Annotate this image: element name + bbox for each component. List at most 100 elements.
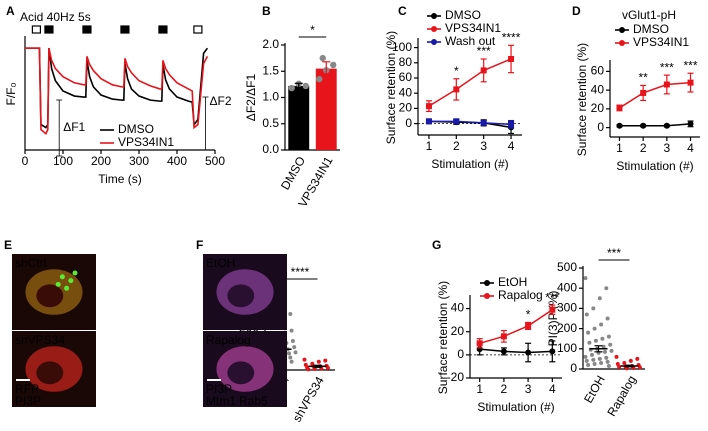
data-point [586,362,591,367]
data-point [590,352,594,357]
data-point [312,366,317,371]
panel-letter: A [6,4,15,18]
data-point [608,342,613,347]
x-tick-label: 4 [508,139,515,153]
y-tick-label: 300 [557,301,577,315]
marker [640,122,647,129]
x-tick-label: 4 [687,141,694,155]
x-tick-label: 500 [205,154,225,168]
marker [500,333,507,340]
marker [453,118,460,125]
marker [480,119,487,126]
series-line [479,348,553,354]
y-axis-label: Surface retention (%) [384,31,398,144]
y-tick-label: 400 [557,280,577,294]
y-tick-label: 0 [570,361,577,375]
legend-label: VPS34IN1 [633,35,689,49]
marker [663,122,670,129]
legend-label: EtOH [498,275,527,289]
panel-title: vGlut1-pH [622,8,676,22]
panel-letter: C [398,4,407,18]
stim-marker [44,25,54,34]
x-tick-label: 3 [663,141,670,155]
x-tick-label: 300 [129,154,149,168]
significance: *** [684,58,698,72]
data-point [604,355,609,360]
legend-marker [484,280,490,286]
y-tick-label: 0.0 [262,142,279,156]
marker [640,89,647,96]
data-point [288,84,295,92]
marker [453,86,460,93]
data-point [637,365,642,370]
data-point [600,336,605,341]
data-point [316,75,323,83]
data-point [622,360,627,365]
data-point [601,344,606,349]
data-point [593,338,598,343]
x-tick-label: EtOH [581,373,608,405]
data-point [583,276,588,281]
channel-label: PI3P [15,394,41,408]
data-point [609,348,614,353]
data-point [615,361,620,366]
y-tick-label: 0 [597,120,604,134]
x-tick-label: 3 [480,139,487,153]
y-tick-label: 40 [399,85,413,99]
significance: **** [291,265,310,279]
image-label: Rapalog [206,333,251,347]
data-point [319,54,326,62]
data-point [289,359,294,364]
x-tick-label: 1 [476,382,483,396]
significance: *** [607,246,621,260]
marker [508,121,515,128]
series-line [619,123,691,127]
x-tick-label: 3 [525,382,532,396]
data-point [325,365,330,370]
y-tick-label: 1.5 [262,63,279,77]
y-tick-label: 40 [451,301,465,315]
data-point [584,358,589,363]
significance: *** [545,290,559,304]
series-line [479,309,553,345]
data-point [289,328,294,333]
panel-letter: D [572,4,581,18]
x-tick-label: 0 [22,154,29,168]
significance: * [526,308,531,322]
legend-label: Rapalog [498,288,543,302]
nucleus [227,361,255,385]
data-point [310,361,315,366]
data-point [597,296,602,301]
data-point [617,364,622,369]
stim-marker [193,25,203,34]
data-point [302,82,309,90]
image-label: shVPS34 [15,333,65,347]
x-tick-label: 400 [167,154,187,168]
panel-letter: B [262,4,271,18]
y-tick-label: 60 [399,70,413,84]
stim-marker [158,25,168,34]
data-point [597,356,602,361]
y-tick-label: 0 [457,347,464,361]
marker [480,67,487,74]
x-tick-label: DMSO [278,154,308,192]
data-point [592,326,597,331]
marker [687,120,694,127]
panel-letter: G [432,238,441,252]
image-label: shCtrl [15,256,46,270]
legend-marker [431,13,437,19]
data-point [605,359,610,364]
data-point [302,357,307,362]
legend-marker [431,39,437,45]
data-point [288,355,293,360]
marker [525,322,532,329]
significance: *** [660,60,674,74]
nucleus [36,284,64,308]
y-tick-label: 40 [591,82,605,96]
x-tick-label: 2 [640,141,647,155]
data-point [587,340,592,345]
data-point [635,356,640,361]
stim-marker [120,25,130,34]
y-tick-label: 0 [405,116,412,130]
marker [549,348,556,355]
